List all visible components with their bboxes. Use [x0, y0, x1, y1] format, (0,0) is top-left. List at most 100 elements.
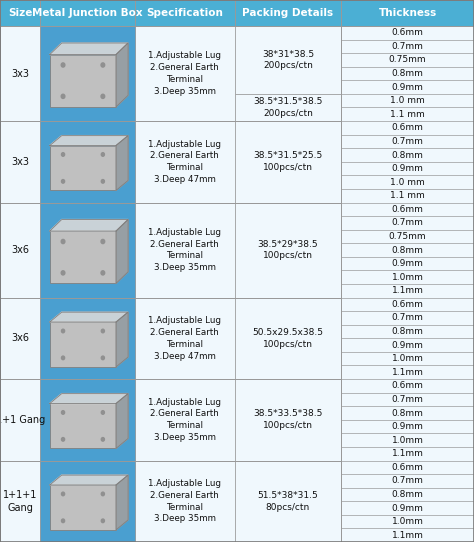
Text: 1.Adjustable Lug
2.General Earth
Terminal
3.Deep 35mm: 1.Adjustable Lug 2.General Earth Termina… — [148, 228, 221, 272]
Text: 38.5*31.5*25.5
100pcs/ctn: 38.5*31.5*25.5 100pcs/ctn — [253, 151, 323, 172]
Circle shape — [101, 179, 104, 183]
Bar — [341, 352, 474, 365]
Text: 38.5*29*38.5
100pcs/ctn: 38.5*29*38.5 100pcs/ctn — [258, 240, 318, 261]
Bar — [341, 148, 474, 162]
Bar — [341, 107, 474, 121]
Bar — [135, 0, 235, 26]
Text: 1+1+1
Gang: 1+1+1 Gang — [3, 489, 37, 513]
Polygon shape — [50, 475, 128, 485]
Bar — [341, 447, 474, 461]
Text: 0.7mm: 0.7mm — [392, 42, 424, 51]
Text: 1.Adjustable Lug
2.General Earth
Terminal
3.Deep 35mm: 1.Adjustable Lug 2.General Earth Termina… — [148, 398, 221, 442]
Text: 1.0 mm: 1.0 mm — [390, 96, 425, 105]
Bar — [235, 0, 341, 26]
Bar — [341, 420, 474, 434]
Bar — [0, 461, 40, 542]
Polygon shape — [116, 475, 128, 530]
Text: 1.1mm: 1.1mm — [392, 368, 424, 377]
Text: 0.7mm: 0.7mm — [392, 137, 424, 146]
Circle shape — [101, 271, 105, 275]
Text: 0.9mm: 0.9mm — [392, 340, 424, 350]
Circle shape — [61, 94, 65, 99]
Text: 1.0mm: 1.0mm — [392, 517, 424, 526]
Bar — [341, 515, 474, 528]
Text: 1.1mm: 1.1mm — [392, 449, 424, 458]
Circle shape — [101, 356, 104, 360]
Circle shape — [101, 153, 104, 156]
Text: 3x3: 3x3 — [11, 68, 29, 79]
Text: Specification: Specification — [146, 8, 223, 18]
Text: 38*31*38.5
200pcs/ctn: 38*31*38.5 200pcs/ctn — [262, 49, 314, 70]
Bar — [235, 298, 341, 379]
Bar — [341, 365, 474, 379]
Text: 0.6mm: 0.6mm — [392, 28, 424, 37]
Text: 1.Adjustable Lug
2.General Earth
Terminal
3.Deep 47mm: 1.Adjustable Lug 2.General Earth Termina… — [148, 140, 221, 184]
Circle shape — [101, 437, 104, 441]
Bar — [235, 121, 341, 203]
Text: 0.6mm: 0.6mm — [392, 463, 424, 472]
Bar — [50, 55, 116, 107]
Bar — [341, 243, 474, 257]
Bar — [341, 162, 474, 176]
Bar — [341, 284, 474, 298]
Bar — [235, 26, 341, 94]
Text: 0.6mm: 0.6mm — [392, 382, 424, 390]
Text: 0.8mm: 0.8mm — [392, 246, 424, 255]
Text: 1.0mm: 1.0mm — [392, 436, 424, 444]
Bar — [341, 406, 474, 420]
Bar — [135, 379, 235, 461]
Text: 0.6mm: 0.6mm — [392, 300, 424, 309]
Bar — [235, 379, 341, 461]
Bar — [40, 379, 135, 461]
Bar — [235, 203, 341, 298]
Bar — [341, 325, 474, 338]
Bar — [341, 379, 474, 392]
Bar — [341, 216, 474, 230]
Text: 0.7mm: 0.7mm — [392, 313, 424, 322]
Polygon shape — [50, 312, 128, 322]
Polygon shape — [50, 136, 128, 145]
Bar — [341, 80, 474, 94]
Text: Thickness: Thickness — [379, 8, 437, 18]
Circle shape — [62, 411, 64, 414]
Text: 3x6: 3x6 — [11, 333, 29, 343]
Text: 1.0mm: 1.0mm — [392, 354, 424, 363]
Bar — [341, 528, 474, 542]
Circle shape — [62, 179, 64, 183]
Bar — [0, 203, 40, 298]
Text: 0.7mm: 0.7mm — [392, 476, 424, 486]
Bar — [0, 121, 40, 203]
Text: 0.6mm: 0.6mm — [392, 205, 424, 214]
Text: 38.5*31.5*38.5
200pcs/ctn: 38.5*31.5*38.5 200pcs/ctn — [253, 97, 323, 118]
Text: 0.8mm: 0.8mm — [392, 490, 424, 499]
Bar — [40, 0, 135, 26]
Bar — [40, 203, 135, 298]
Bar — [341, 488, 474, 501]
Polygon shape — [116, 393, 128, 448]
Circle shape — [62, 492, 64, 496]
Circle shape — [62, 356, 64, 360]
Circle shape — [61, 271, 65, 275]
Bar — [341, 434, 474, 447]
Circle shape — [101, 94, 105, 99]
Bar — [40, 461, 135, 542]
Text: 38.5*33.5*38.5
100pcs/ctn: 38.5*33.5*38.5 100pcs/ctn — [253, 409, 323, 430]
Text: 0.8mm: 0.8mm — [392, 69, 424, 78]
Text: 1.Adjustable Lug
2.General Earth
Terminal
3.Deep 35mm: 1.Adjustable Lug 2.General Earth Termina… — [148, 479, 221, 524]
Text: 1.1 mm: 1.1 mm — [390, 191, 425, 200]
Text: 3x6: 3x6 — [11, 245, 29, 255]
Bar — [50, 403, 116, 448]
Circle shape — [101, 519, 104, 522]
Bar — [341, 121, 474, 134]
Bar — [341, 338, 474, 352]
Bar — [0, 461, 341, 542]
Bar — [0, 26, 40, 121]
Text: 0.75mm: 0.75mm — [389, 232, 427, 241]
Text: 3x3: 3x3 — [11, 157, 29, 167]
Text: Packing Details: Packing Details — [242, 8, 334, 18]
Bar — [50, 322, 116, 367]
Bar — [135, 461, 235, 542]
Bar — [235, 461, 341, 542]
Bar — [341, 67, 474, 80]
Bar — [341, 501, 474, 515]
